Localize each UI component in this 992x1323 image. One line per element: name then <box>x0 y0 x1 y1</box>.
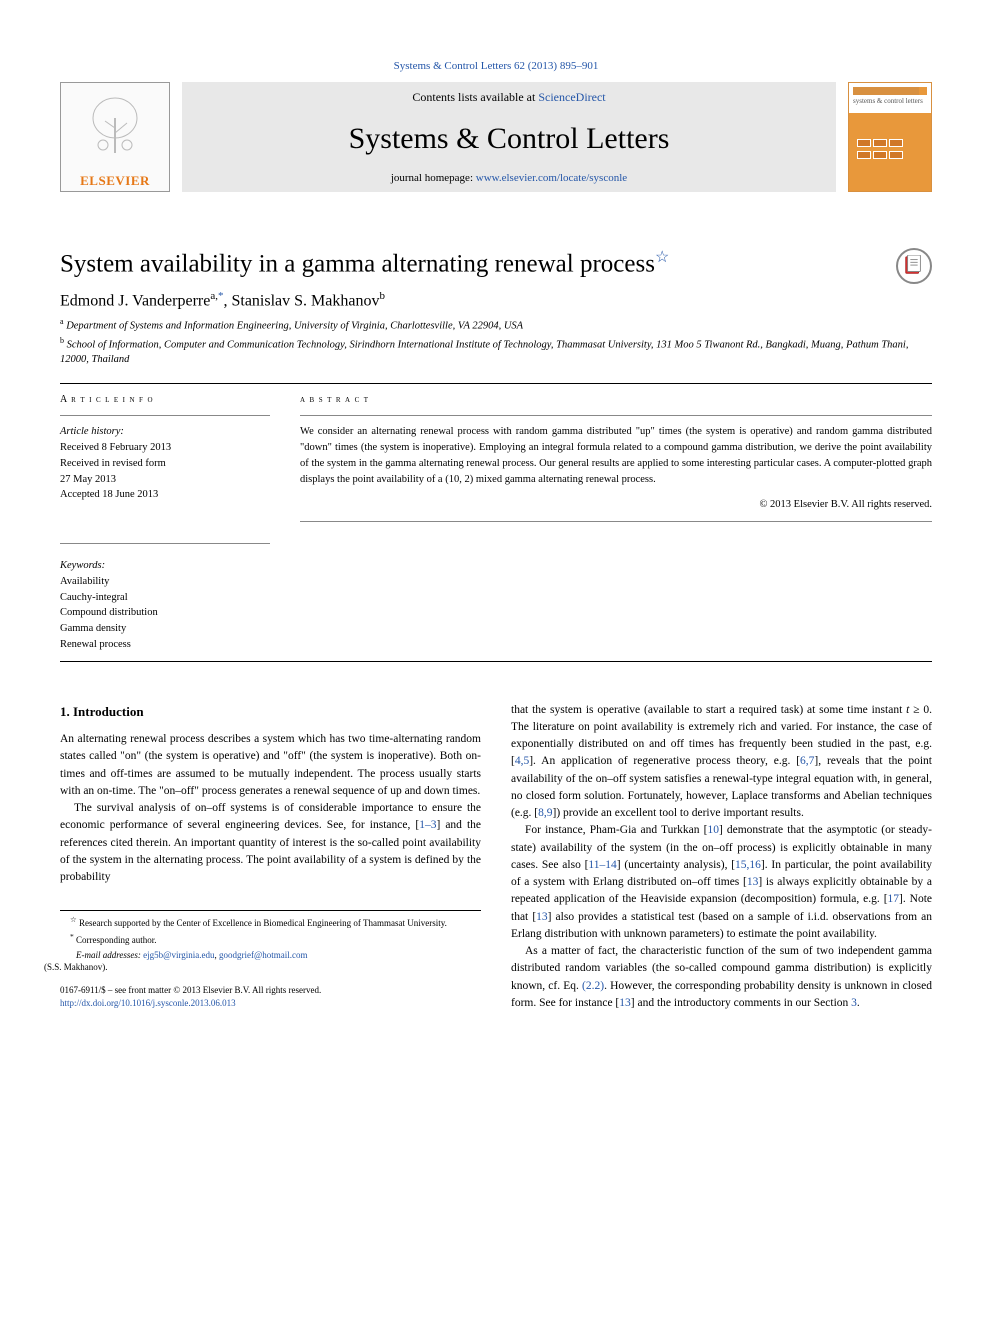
affiliation-b: School of Information, Computer and Comm… <box>60 339 908 365</box>
email-link[interactable]: ejg5b@virginia.edu <box>143 950 214 960</box>
ref-link[interactable]: 13 <box>747 876 759 888</box>
body-columns: 1. Introduction An alternating renewal p… <box>60 702 932 1013</box>
section-heading: 1. Introduction <box>60 702 481 722</box>
revised-date: 27 May 2013 <box>60 472 270 488</box>
elsevier-logo[interactable]: ELSEVIER <box>60 82 170 192</box>
contents-prefix: Contents lists available at <box>412 90 538 104</box>
author-2-affil: b <box>379 290 385 302</box>
contents-line: Contents lists available at ScienceDirec… <box>412 90 605 105</box>
footnotes: ☆ Research supported by the Center of Ex… <box>60 910 481 973</box>
abstract-body: We consider an alternating renewal proce… <box>300 424 932 487</box>
keyword: Gamma density <box>60 621 270 637</box>
article-title-text: System availability in a gamma alternati… <box>60 250 655 277</box>
column-left: 1. Introduction An alternating renewal p… <box>60 702 481 1013</box>
column-right: that the system is operative (available … <box>511 702 932 1013</box>
journal-title: Systems & Control Letters <box>349 122 670 156</box>
author-2: Stanislav S. Makhanov <box>231 292 379 309</box>
footnote-mark: ☆ <box>70 915 77 924</box>
crossmark-icon[interactable] <box>896 248 932 284</box>
cover-thumb-title: systems & control letters <box>853 98 927 105</box>
keyword: Compound distribution <box>60 605 270 621</box>
title-note-mark[interactable]: ☆ <box>655 249 669 266</box>
corr-fn-label: Corresponding author. <box>74 935 157 945</box>
keyword: Cauchy-integral <box>60 590 270 606</box>
corr-mark[interactable]: * <box>218 290 224 302</box>
ref-link[interactable]: 13 <box>536 911 548 923</box>
front-matter: 0167-6911/$ – see front matter © 2013 El… <box>60 984 481 998</box>
banner-center: Contents lists available at ScienceDirec… <box>182 82 836 192</box>
keyword: Renewal process <box>60 637 270 653</box>
homepage-prefix: journal homepage: <box>391 172 476 184</box>
footnote-text: Research supported by the Center of Exce… <box>77 918 447 928</box>
banner: ELSEVIER Contents lists available at Sci… <box>60 82 932 192</box>
doi-link[interactable]: http://dx.doi.org/10.1016/j.sysconle.201… <box>60 998 236 1008</box>
history-label: Article history: <box>60 426 124 437</box>
author-1: Edmond J. Vanderperre <box>60 292 210 309</box>
keywords-label: Keywords: <box>60 560 105 571</box>
ref-link[interactable]: 1–3 <box>419 819 436 831</box>
article-info: a r t i c l e i n f o Article history: R… <box>60 392 270 652</box>
intro-p1: An alternating renewal process describes… <box>60 731 481 800</box>
eq-link[interactable]: (2.2) <box>582 980 604 992</box>
elsevier-label: ELSEVIER <box>80 173 150 189</box>
accepted-date: Accepted 18 June 2013 <box>60 487 270 503</box>
intro-p5: As a matter of fact, the characteristic … <box>511 943 932 1012</box>
journal-cover-thumb[interactable]: systems & control letters <box>848 82 932 192</box>
running-head-link[interactable]: Systems & Control Letters 62 (2013) 895–… <box>394 60 599 72</box>
sciencedirect-link[interactable]: ScienceDirect <box>538 90 605 104</box>
doi-block: 0167-6911/$ – see front matter © 2013 El… <box>60 984 481 1011</box>
ref-link[interactable]: 6,7 <box>800 755 814 767</box>
article-info-heading: a r t i c l e i n f o <box>60 392 270 407</box>
authors: Edmond J. Vanderperrea,*, Stanislav S. M… <box>60 290 932 310</box>
revised-label: Received in revised form <box>60 456 270 472</box>
tree-icon <box>85 93 145 175</box>
affiliations: a Department of Systems and Information … <box>60 316 932 367</box>
author-1-affil: a <box>210 290 215 302</box>
ref-link[interactable]: 13 <box>619 997 631 1009</box>
article-title: System availability in a gamma alternati… <box>60 242 669 280</box>
homepage-link[interactable]: www.elsevier.com/locate/sysconle <box>476 172 627 184</box>
intro-p3: that the system is operative (available … <box>511 702 932 823</box>
intro-p2: The survival analysis of on–off systems … <box>60 800 481 886</box>
keyword: Availability <box>60 574 270 590</box>
ref-link[interactable]: 10 <box>707 824 719 836</box>
journal-homepage: journal homepage: www.elsevier.com/locat… <box>391 172 627 184</box>
affiliation-a: Department of Systems and Information En… <box>66 321 523 332</box>
ref-link[interactable]: 15,16 <box>735 859 761 871</box>
running-head: Systems & Control Letters 62 (2013) 895–… <box>60 60 932 72</box>
abstract: a b s t r a c t We consider an alternati… <box>300 392 932 652</box>
ref-link[interactable]: 17 <box>888 893 900 905</box>
ref-link[interactable]: 11–14 <box>588 859 616 871</box>
ref-link[interactable]: 4,5 <box>515 755 529 767</box>
intro-p4: For instance, Pham-Gia and Turkkan [10] … <box>511 822 932 943</box>
received-date: Received 8 February 2013 <box>60 440 270 456</box>
ref-link[interactable]: 8,9 <box>538 807 552 819</box>
emails-label: E-mail addresses: <box>76 950 141 960</box>
abstract-copyright: © 2013 Elsevier B.V. All rights reserved… <box>300 497 932 513</box>
abstract-heading: a b s t r a c t <box>300 392 932 407</box>
email-link[interactable]: goodgrief@hotmail.com <box>219 950 308 960</box>
